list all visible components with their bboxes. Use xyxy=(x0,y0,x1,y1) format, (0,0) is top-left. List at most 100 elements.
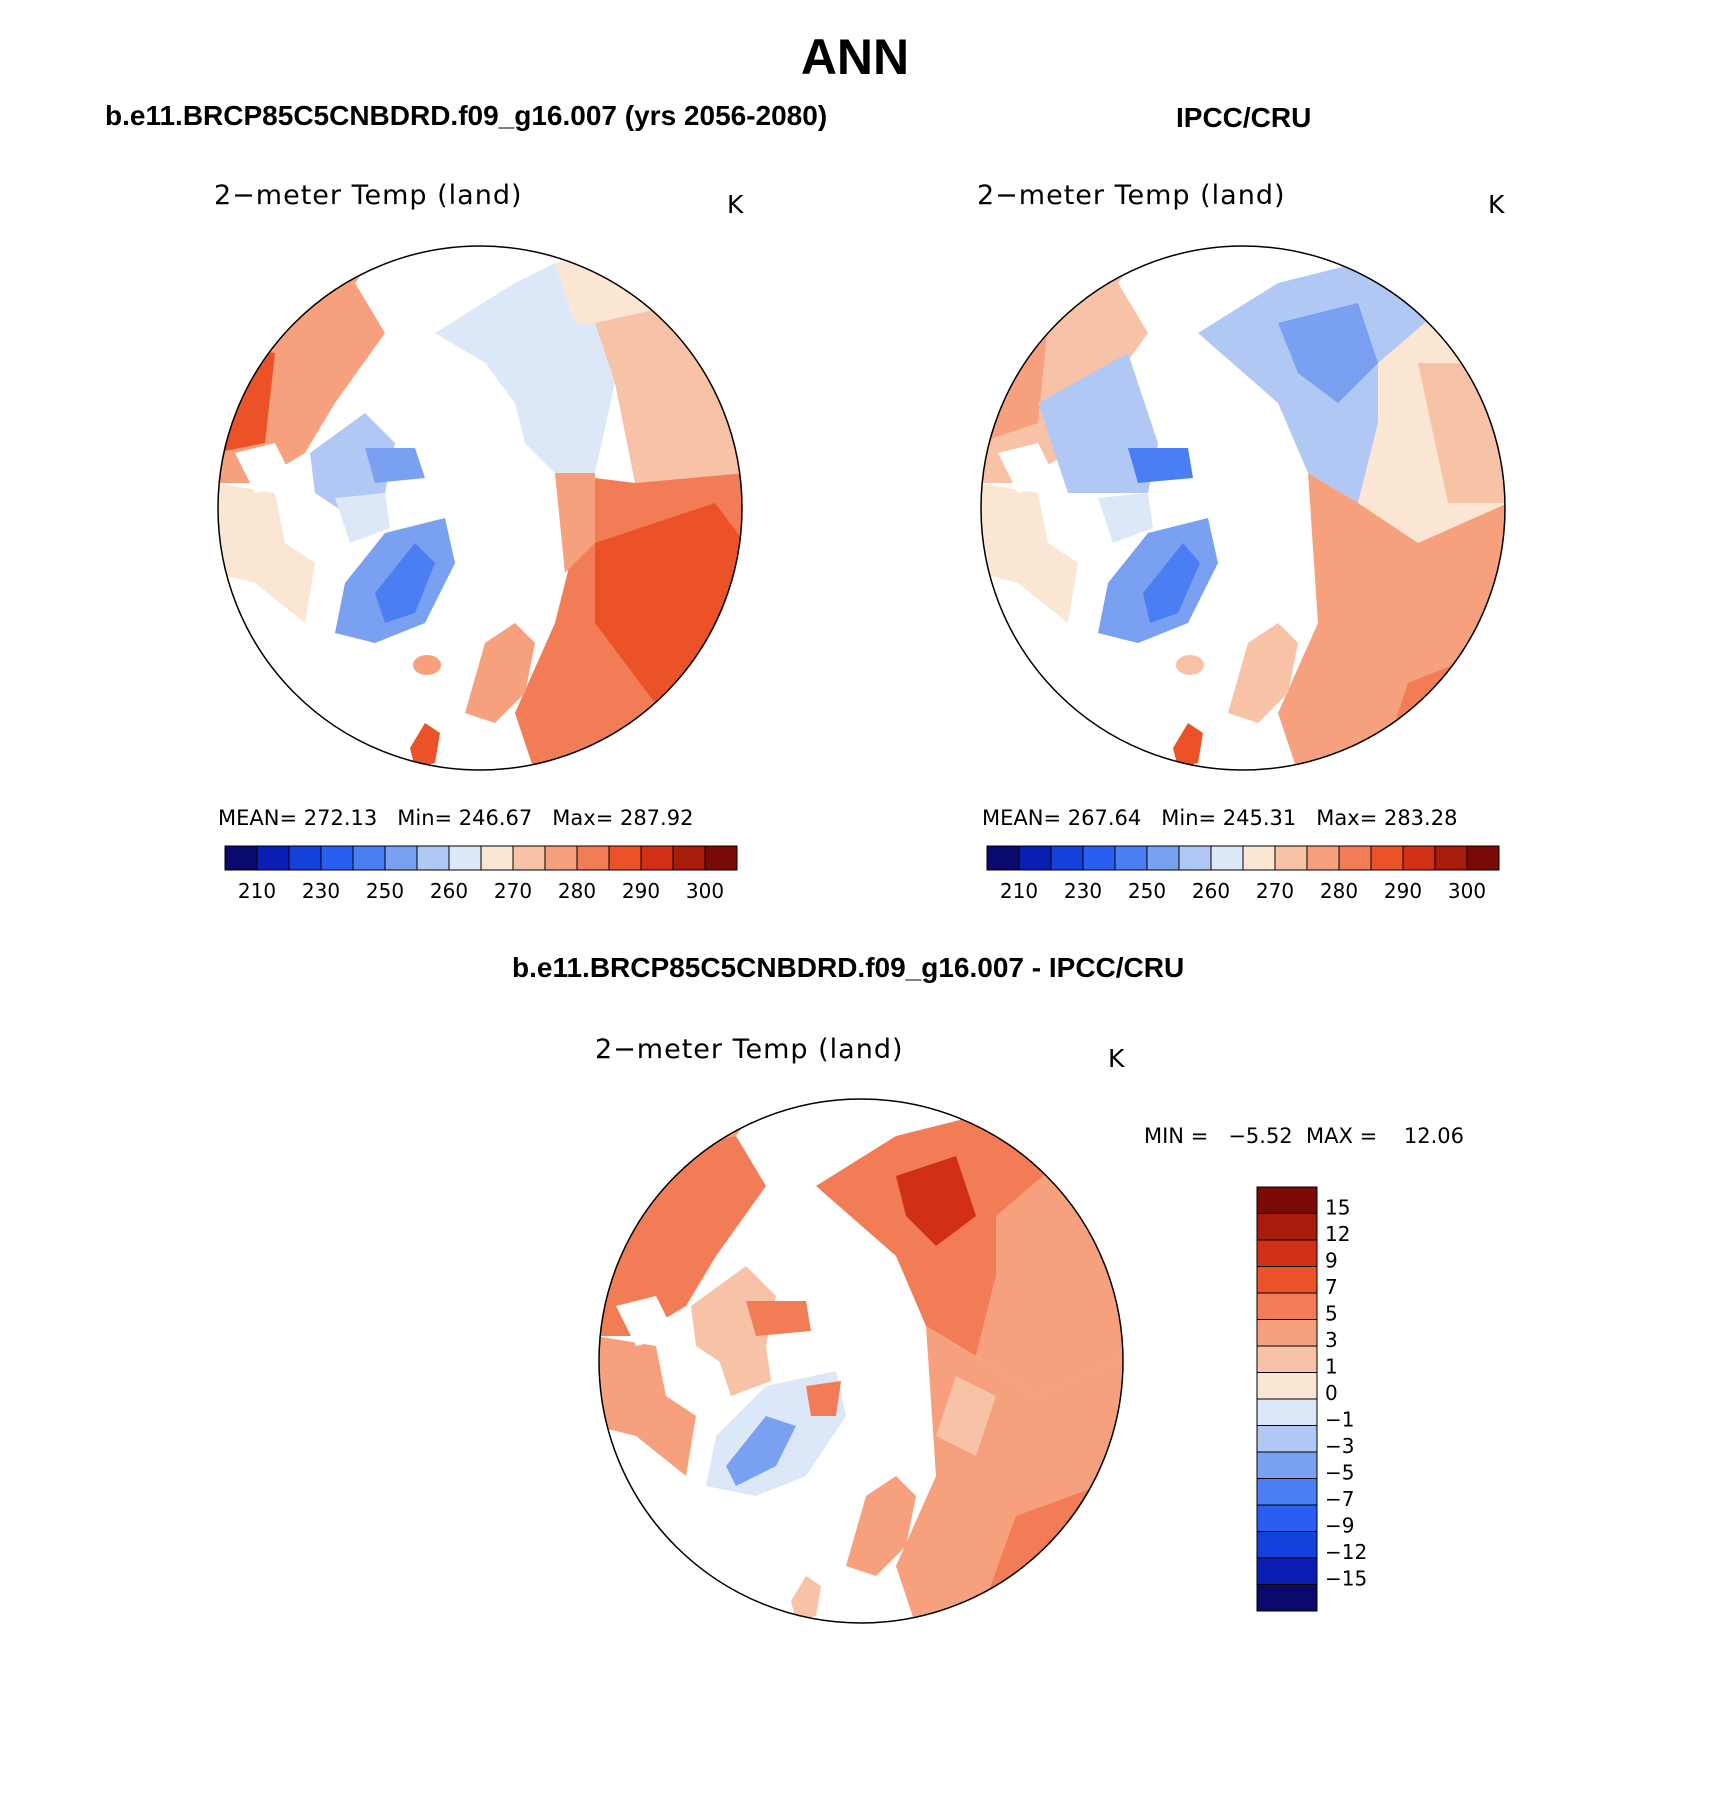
colorbar-tick-label: 230 xyxy=(302,879,340,903)
obs-colorbar-swatches xyxy=(986,845,1500,871)
colorbar-swatch xyxy=(1370,845,1404,871)
colorbar-swatch xyxy=(1114,845,1148,871)
colorbar-swatch xyxy=(1256,1319,1318,1347)
colorbar-tick-label: −12 xyxy=(1325,1540,1367,1564)
colorbar-swatch xyxy=(1338,845,1372,871)
land-region xyxy=(635,253,742,303)
colorbar-swatch xyxy=(480,845,514,871)
colorbar-tick-label: 290 xyxy=(622,879,660,903)
diff-units-label: K xyxy=(1108,1044,1125,1073)
colorbar-tick-label: 250 xyxy=(1128,879,1166,903)
colorbar-swatch xyxy=(1256,1557,1318,1585)
land-region xyxy=(555,473,595,573)
land-region xyxy=(1128,448,1193,483)
land-region xyxy=(1016,1106,1123,1156)
colorbar-swatch xyxy=(640,845,674,871)
colorbar-swatch xyxy=(1256,1292,1318,1320)
colorbar-tick-label: 5 xyxy=(1325,1302,1338,1326)
colorbar-tick-label: 260 xyxy=(430,879,468,903)
colorbar-swatch xyxy=(1256,1504,1318,1532)
land-region xyxy=(791,1576,821,1621)
model-colorbar: 210 230 250 260 270 280 290 300 xyxy=(224,845,738,903)
colorbar-swatch xyxy=(1466,845,1500,871)
colorbar-tick-label: 7 xyxy=(1325,1275,1338,1299)
land-region xyxy=(310,413,395,513)
colorbar-swatch xyxy=(1256,1345,1318,1373)
land-region xyxy=(806,1381,841,1416)
colorbar-swatch xyxy=(320,845,354,871)
colorbar-tick-label: 15 xyxy=(1325,1196,1350,1220)
land-region xyxy=(794,1511,822,1531)
colorbar-tick-label: 300 xyxy=(686,879,724,903)
colorbar-tick-label: −9 xyxy=(1325,1514,1354,1538)
figure-title: ANN xyxy=(800,29,910,85)
colorbar-swatch xyxy=(1210,845,1244,871)
model-stats: MEAN= 272.13 Min= 246.67 Max= 287.92 xyxy=(218,806,694,830)
land-region xyxy=(1278,303,1378,403)
colorbar-swatch xyxy=(1256,1266,1318,1294)
colorbar-tick-label: −7 xyxy=(1325,1487,1354,1511)
colorbar-tick-label: 1 xyxy=(1325,1355,1338,1379)
land-region xyxy=(1173,723,1203,768)
obs-polar-map xyxy=(980,245,1506,771)
colorbar-swatch xyxy=(1256,1531,1318,1559)
colorbar-tick-label: 270 xyxy=(494,879,532,903)
map-boundary-circle xyxy=(598,1098,1124,1624)
land-region xyxy=(218,483,315,623)
colorbar-tick-label: 300 xyxy=(1448,879,1486,903)
colorbar-swatch xyxy=(1256,1186,1318,1214)
colorbar-swatch xyxy=(1256,1372,1318,1400)
land-region xyxy=(846,1476,916,1576)
colorbar-swatch xyxy=(1256,1584,1318,1612)
obs-colorbar-labels: 210 230 250 260 270 280 290 300 xyxy=(1000,879,1486,903)
diff-variable-label: 2−meter Temp (land) xyxy=(595,1034,904,1065)
land-region xyxy=(981,483,1078,623)
land-region xyxy=(413,655,441,675)
colorbar-tick-label: −15 xyxy=(1325,1567,1367,1591)
diff-polar-map xyxy=(598,1098,1124,1624)
colorbar-tick-label: 280 xyxy=(558,879,596,903)
colorbar-tick-label: 280 xyxy=(1320,879,1358,903)
colorbar-tick-label: −3 xyxy=(1325,1434,1354,1458)
model-variable-label: 2−meter Temp (land) xyxy=(214,180,523,211)
colorbar-swatch xyxy=(1018,845,1052,871)
model-polar-map xyxy=(217,245,743,771)
colorbar-tick-label: 12 xyxy=(1325,1222,1350,1246)
model-units-label: K xyxy=(727,190,744,219)
obs-panel-title: IPCC/CRU xyxy=(1176,102,1312,133)
colorbar-swatch xyxy=(1050,845,1084,871)
land-region xyxy=(1098,493,1153,543)
colorbar-swatch xyxy=(1242,845,1276,871)
colorbar-swatch xyxy=(224,845,258,871)
colorbar-swatch xyxy=(1082,845,1116,871)
colorbar-tick-label: −1 xyxy=(1325,1408,1354,1432)
map-boundary-circle xyxy=(980,245,1506,771)
obs-stats: MEAN= 267.64 Min= 245.31 Max= 283.28 xyxy=(982,806,1458,830)
obs-variable-label: 2−meter Temp (land) xyxy=(977,180,1286,211)
land-region xyxy=(465,623,535,723)
colorbar-tick-label: 210 xyxy=(238,879,276,903)
colorbar-swatch xyxy=(416,845,450,871)
colorbar-swatch xyxy=(1306,845,1340,871)
colorbar-swatch xyxy=(1146,845,1180,871)
colorbar-swatch xyxy=(986,845,1020,871)
land-region xyxy=(726,1416,796,1486)
colorbar-swatch xyxy=(608,845,642,871)
diff-colorbar-swatches xyxy=(1256,1186,1318,1612)
land-region xyxy=(335,493,390,543)
obs-units-label: K xyxy=(1488,190,1505,219)
diff-stats: MIN = −5.52 MAX = 12.06 xyxy=(1144,1124,1464,1148)
colorbar-tick-label: 230 xyxy=(1064,879,1102,903)
colorbar-swatch xyxy=(1256,1398,1318,1426)
colorbar-swatch xyxy=(352,845,386,871)
diff-panel-title: b.e11.BRCP85C5CNBDRD.f09_g16.007 - IPCC/… xyxy=(512,952,1185,983)
model-colorbar-swatches xyxy=(224,845,738,871)
colorbar-swatch xyxy=(512,845,546,871)
land-region xyxy=(1398,253,1505,303)
land-region xyxy=(1228,623,1298,723)
land-region xyxy=(410,723,440,768)
colorbar-tick-label: 270 xyxy=(1256,879,1294,903)
land-region xyxy=(1038,353,1158,493)
colorbar-swatch xyxy=(1402,845,1436,871)
